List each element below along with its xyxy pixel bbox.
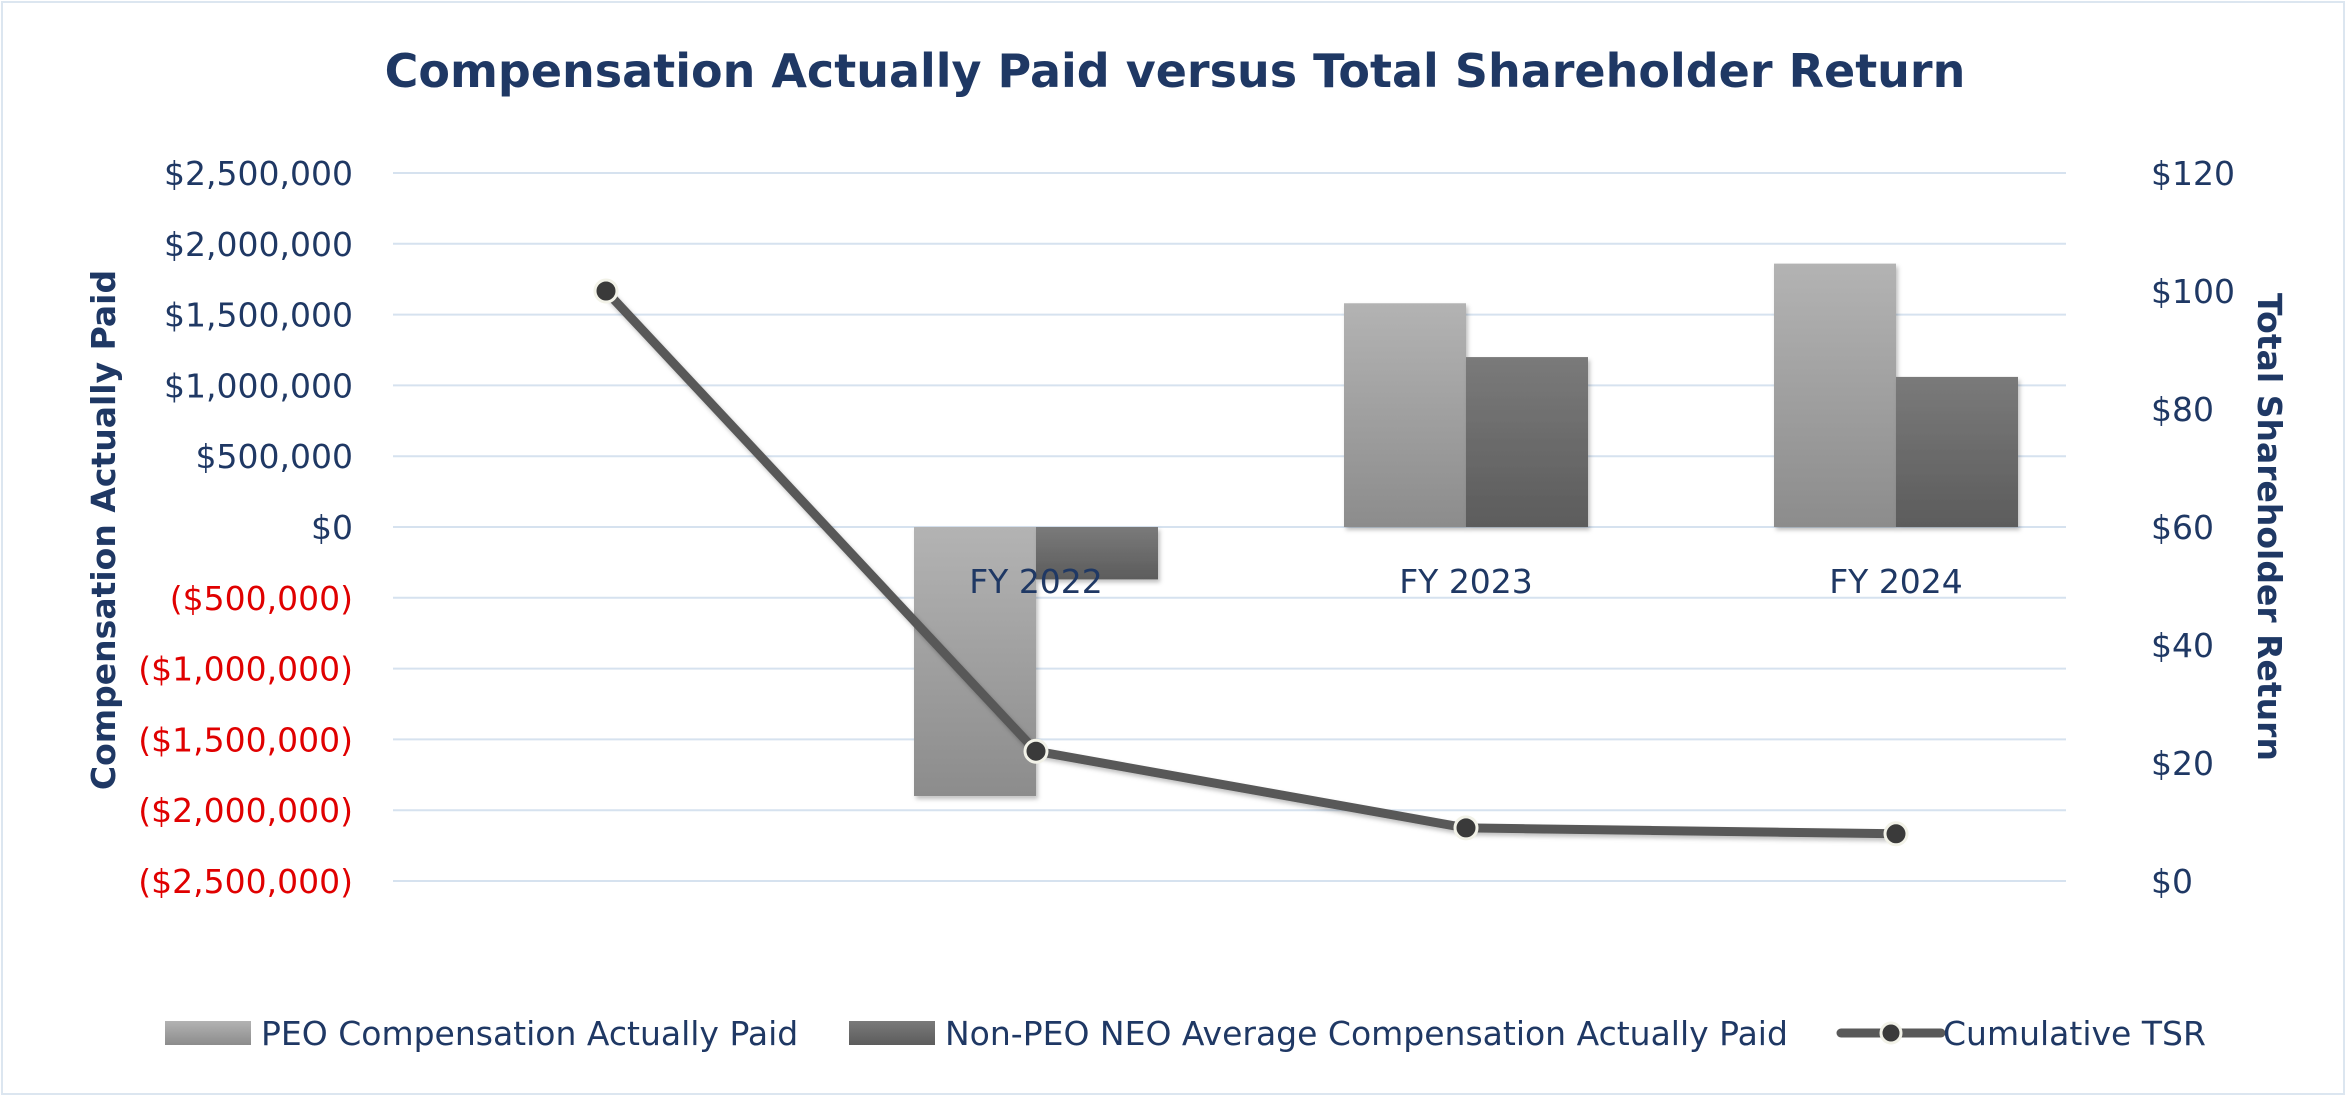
category-label: FY 2023 (1399, 562, 1533, 601)
legend-label-peo: PEO Compensation Actually Paid (261, 1014, 798, 1053)
tsr-point-3 (1883, 821, 1909, 847)
tsr-line (601, 286, 1901, 839)
y2-tick-label: $0 (2151, 862, 2193, 901)
y2-tick-label: $100 (2151, 272, 2235, 311)
gridlines (393, 172, 2066, 882)
category-label: FY 2024 (1829, 562, 1963, 601)
legend-marker-tsr (1879, 1021, 1903, 1045)
y2-axis-title: Total Shareholder Return (2250, 293, 2289, 761)
y-tick-label: $2,000,000 (164, 225, 353, 264)
peo-bar-3 (1774, 263, 1896, 527)
category-label: FY 2022 (969, 562, 1103, 601)
y2-tick-label: $40 (2151, 626, 2214, 665)
y-tick-label: $0 (311, 508, 353, 547)
y-tick-label: $1,000,000 (164, 366, 353, 405)
tsr-point-2 (1453, 815, 1479, 841)
y-axis-title: Compensation Actually Paid (84, 270, 123, 790)
right-axis-ticks: $120 $100 $80 $60 $40 $20 $0 (2151, 154, 2235, 901)
chart: Compensation Actually Paid versus Total … (84, 44, 2289, 1053)
legend: PEO Compensation Actually Paid Non-PEO N… (165, 1014, 2206, 1053)
y-tick-label: $1,500,000 (164, 296, 353, 335)
y2-tick-label: $20 (2151, 744, 2214, 783)
bars (914, 263, 2018, 797)
y-tick-label: ($2,000,000) (138, 791, 353, 830)
neo-bar-1 (1036, 527, 1158, 580)
y2-tick-label: $120 (2151, 154, 2235, 193)
y-tick-label: ($2,500,000) (138, 862, 353, 901)
y2-tick-label: $80 (2151, 390, 2214, 429)
category-labels: FY 2022 FY 2023 FY 2024 (969, 562, 1963, 601)
peo-bar-1 (914, 527, 1036, 797)
peo-bar-2 (1344, 303, 1466, 527)
legend-label-neo: Non-PEO NEO Average Compensation Actuall… (945, 1014, 1788, 1053)
neo-bar-2 (1466, 357, 1588, 527)
tsr-point-0 (593, 278, 619, 304)
legend-swatch-peo (165, 1021, 251, 1045)
y-tick-label: $500,000 (196, 437, 353, 476)
y-tick-label: ($1,500,000) (138, 720, 353, 759)
y-tick-label: ($500,000) (170, 579, 353, 618)
y-tick-label: $2,500,000 (164, 154, 353, 193)
tsr-point-1 (1023, 738, 1049, 764)
y-tick-label: ($1,000,000) (138, 650, 353, 689)
neo-bar-3 (1896, 376, 2018, 527)
legend-label-tsr: Cumulative TSR (1943, 1014, 2206, 1053)
legend-swatch-neo (849, 1021, 935, 1045)
chart-title: Compensation Actually Paid versus Total … (385, 44, 1966, 98)
tsr-line-group (593, 278, 1909, 847)
y2-tick-label: $60 (2151, 508, 2214, 547)
left-axis-ticks: $2,500,000 $2,000,000 $1,500,000 $1,000,000… (138, 154, 353, 901)
